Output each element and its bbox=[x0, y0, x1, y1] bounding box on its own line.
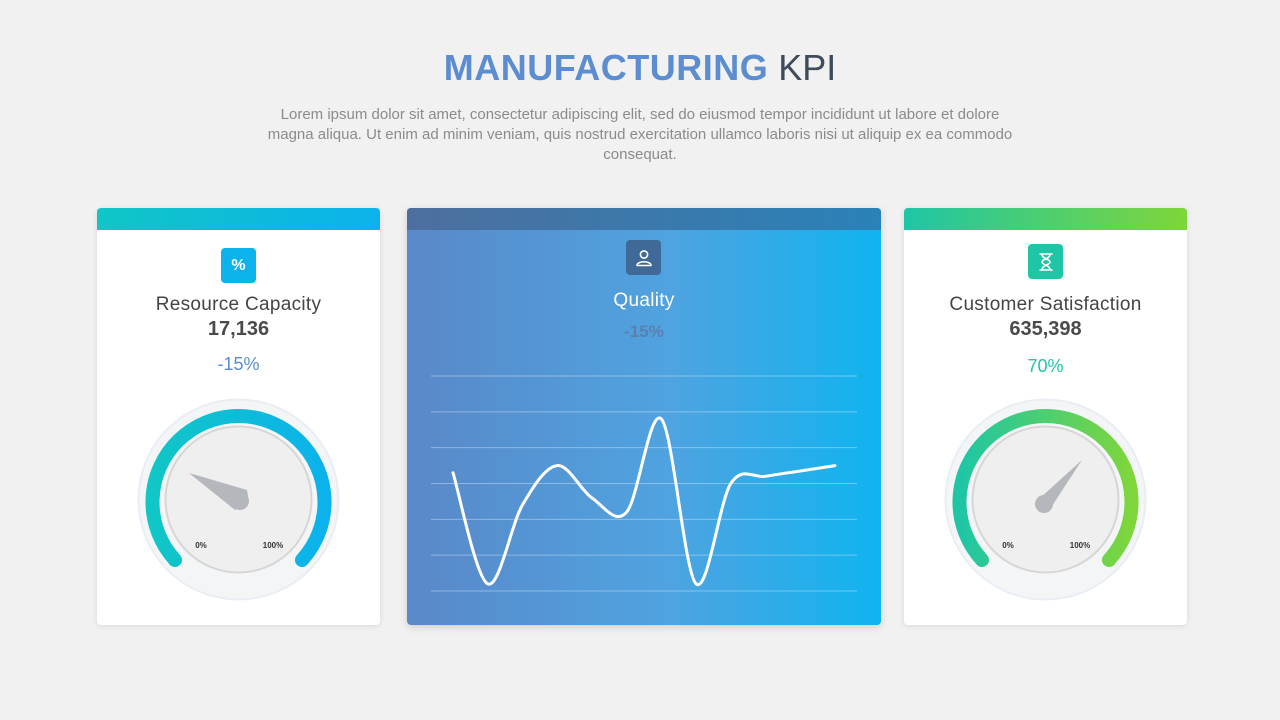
user-icon bbox=[626, 240, 661, 275]
customer-satisfaction-label: Customer Satisfaction bbox=[949, 294, 1142, 315]
gauge-needle bbox=[1040, 460, 1082, 506]
gauge-max-label: 100% bbox=[263, 541, 283, 550]
customer-satisfaction-gauge: 0% 100% bbox=[944, 398, 1147, 601]
resource-capacity-label: Resource Capacity bbox=[155, 294, 322, 315]
resource-capacity-value: 17,136 bbox=[207, 318, 270, 340]
card-top-bar bbox=[97, 208, 380, 230]
customer-satisfaction-value: 635,398 bbox=[1009, 318, 1082, 340]
gauge-hub bbox=[1035, 495, 1053, 513]
percent-icon-glyph: % bbox=[231, 256, 246, 274]
resource-capacity-gauge: 0% 100% bbox=[137, 398, 340, 601]
chart-series-line-0 bbox=[451, 416, 837, 586]
gauge-hub bbox=[231, 492, 249, 510]
resource-capacity-change: -15% bbox=[217, 354, 260, 374]
customer-satisfaction-card: Customer Satisfaction 635,398 70% 0% 100… bbox=[904, 208, 1187, 625]
hourglass-icon bbox=[1028, 244, 1063, 279]
gauge-arc bbox=[952, 409, 1139, 567]
page-title-light: KPI bbox=[778, 47, 837, 88]
page-title: MANUFACTURING KPI bbox=[0, 46, 1280, 90]
gauge-min-label: 0% bbox=[1002, 541, 1014, 550]
quality-card: Quality -15% bbox=[407, 208, 881, 625]
card-top-bar bbox=[904, 208, 1187, 230]
quality-label: Quality bbox=[613, 290, 675, 311]
page-subtitle: Lorem ipsum dolor sit amet, consectetur … bbox=[267, 106, 1013, 163]
quality-change: -15% bbox=[624, 322, 664, 341]
percent-icon: % bbox=[221, 248, 256, 283]
quality-line-chart bbox=[431, 375, 857, 592]
hourglass-icon-glyph bbox=[1038, 252, 1053, 271]
customer-satisfaction-change: 70% bbox=[1027, 356, 1064, 376]
page-title-bold: MANUFACTURING bbox=[443, 47, 769, 88]
resource-capacity-card: % Resource Capacity 17,136 -15% 0% 100% bbox=[97, 208, 380, 625]
card-top-bar bbox=[407, 208, 881, 230]
gauge-arc bbox=[145, 409, 332, 567]
user-icon-glyph bbox=[635, 249, 652, 266]
gauge-max-label: 100% bbox=[1070, 541, 1090, 550]
gauge-min-label: 0% bbox=[195, 541, 207, 550]
